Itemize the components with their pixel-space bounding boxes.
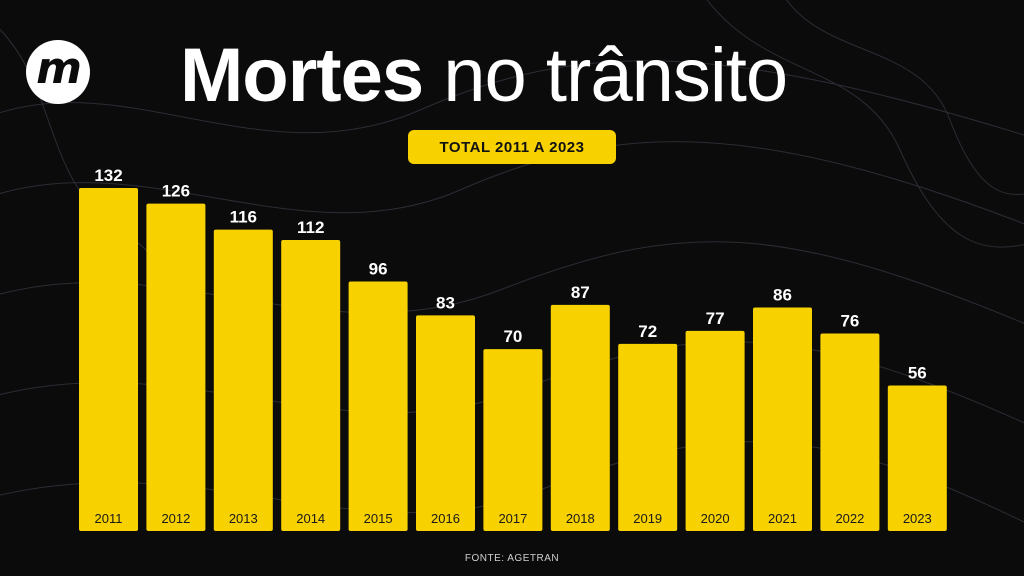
bar-2021 xyxy=(753,307,812,531)
value-label-2011: 132 xyxy=(94,166,122,185)
bar-2011 xyxy=(79,188,138,531)
bar-2022 xyxy=(820,333,880,531)
value-label-2020: 77 xyxy=(706,309,725,328)
category-label-2023: 2023 xyxy=(903,511,932,526)
category-label-2019: 2019 xyxy=(633,511,662,526)
value-label-2022: 76 xyxy=(840,312,859,331)
category-label-2021: 2021 xyxy=(768,511,797,526)
value-label-2017: 70 xyxy=(503,327,522,346)
bar-2023 xyxy=(887,385,947,531)
brand-logo: m xyxy=(26,40,90,104)
bar-2017 xyxy=(483,349,543,531)
bar-2016 xyxy=(416,315,475,531)
title-bold: Mortes xyxy=(180,33,424,118)
category-label-2011: 2011 xyxy=(95,511,123,526)
bar-2018 xyxy=(550,304,610,531)
value-label-2013: 116 xyxy=(230,208,257,227)
category-label-2013: 2013 xyxy=(229,511,258,526)
value-label-2016: 83 xyxy=(436,293,455,312)
category-label-2020: 2020 xyxy=(701,511,730,526)
category-label-2022: 2022 xyxy=(835,511,864,526)
category-label-2016: 2016 xyxy=(431,511,460,526)
category-label-2012: 2012 xyxy=(161,511,190,526)
value-label-2014: 112 xyxy=(297,218,324,237)
bar-2012 xyxy=(146,203,206,531)
value-label-2021: 86 xyxy=(773,286,792,305)
subtitle-text: TOTAL 2011 A 2023 xyxy=(439,138,585,156)
value-label-2015: 96 xyxy=(369,260,388,279)
category-label-2015: 2015 xyxy=(364,511,393,526)
m-logo-icon: m xyxy=(36,43,82,94)
bar-2019 xyxy=(618,343,678,531)
value-label-2012: 126 xyxy=(162,182,190,201)
value-label-2019: 72 xyxy=(638,322,657,341)
bar-2013 xyxy=(213,229,273,532)
value-label-2018: 87 xyxy=(571,283,590,302)
bar-2020 xyxy=(685,330,745,531)
value-label-2023: 56 xyxy=(908,363,927,382)
category-label-2017: 2017 xyxy=(498,511,527,526)
bar-2015 xyxy=(348,281,408,531)
source-note: FONTE: AGETRAN xyxy=(464,553,560,564)
category-label-2014: 2014 xyxy=(296,511,325,526)
category-label-2018: 2018 xyxy=(566,511,595,526)
subtitle-badge: TOTAL 2011 A 2023 xyxy=(408,130,616,164)
bar-2014 xyxy=(281,239,341,531)
page-title: Mortes no trânsito xyxy=(180,36,860,116)
title-light: no trânsito xyxy=(443,33,788,118)
